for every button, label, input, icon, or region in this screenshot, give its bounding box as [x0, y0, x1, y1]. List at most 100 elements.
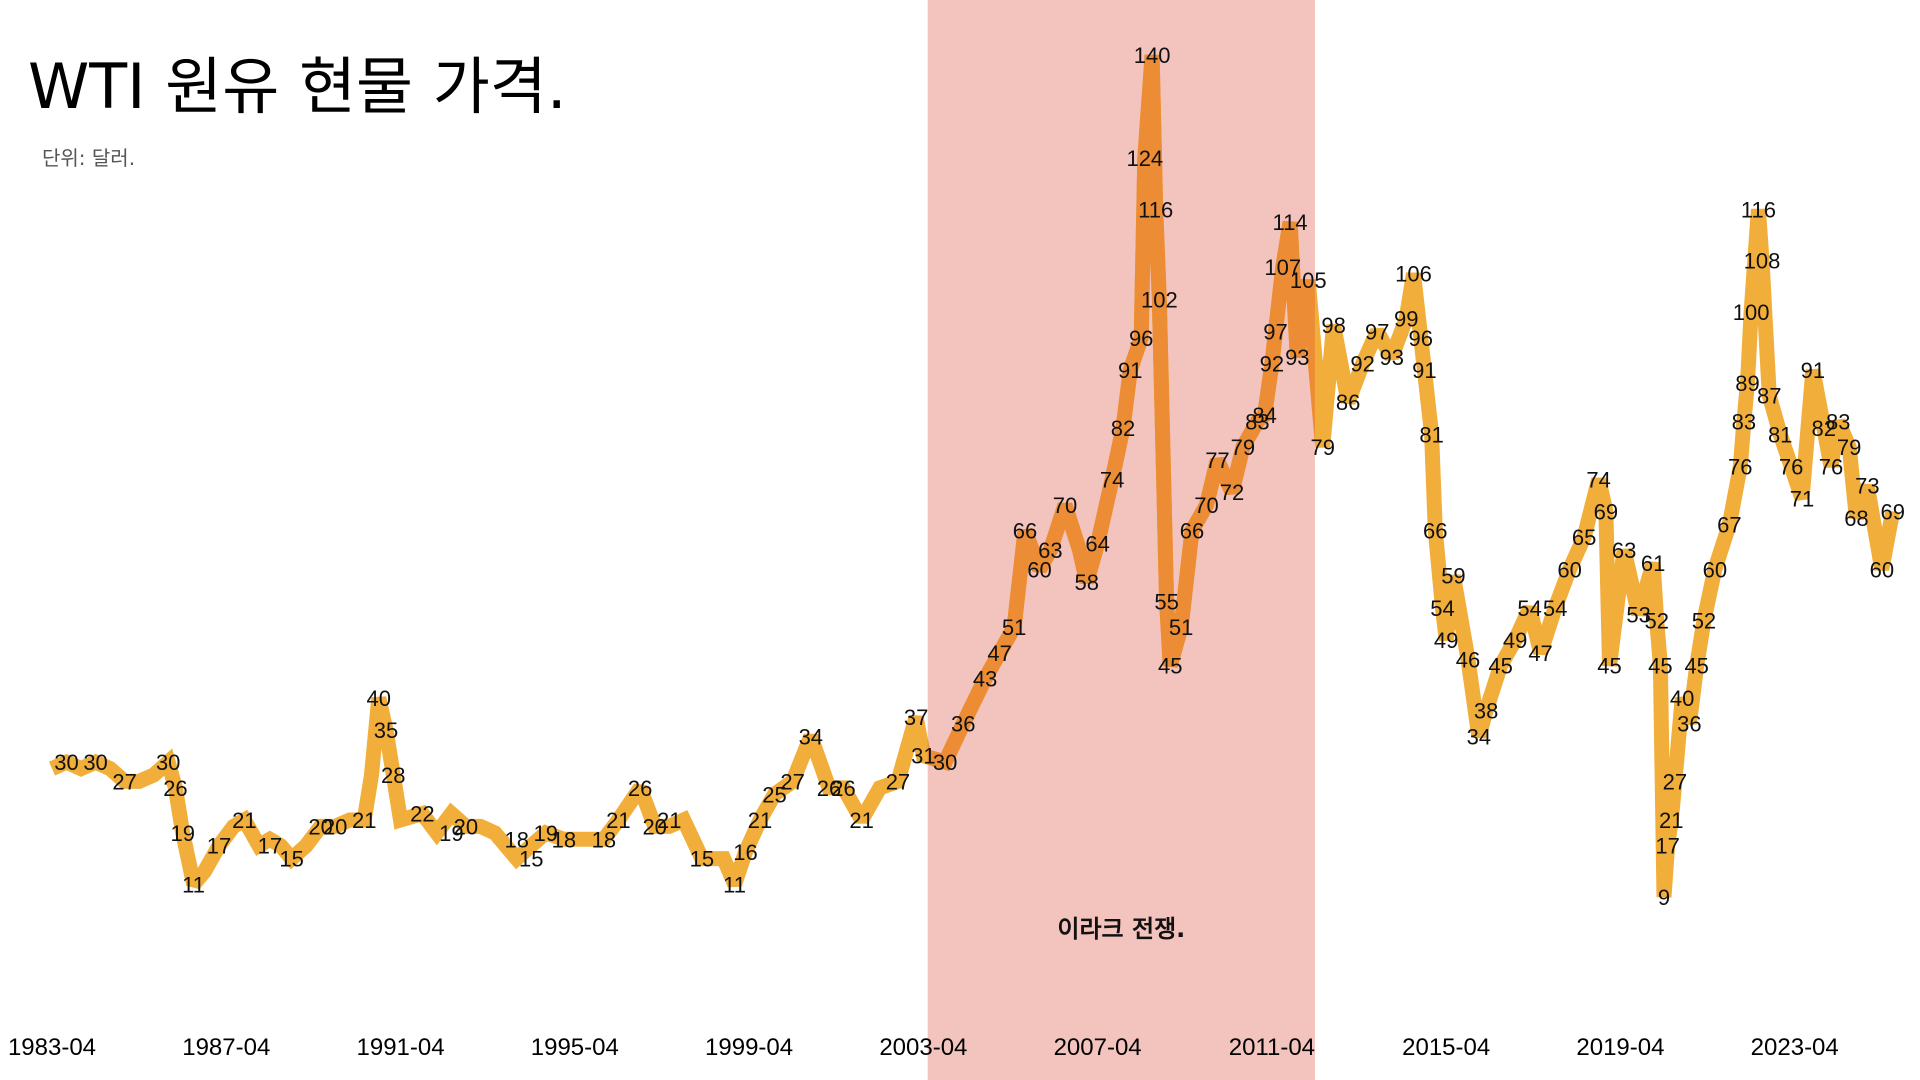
data-label: 38 [1474, 699, 1498, 724]
data-label: 22 [410, 802, 434, 827]
data-label: 15 [279, 847, 303, 872]
data-label: 140 [1134, 43, 1171, 68]
data-label: 15 [690, 847, 714, 872]
data-label: 106 [1395, 262, 1432, 287]
data-label: 54 [1517, 596, 1541, 621]
data-label: 60 [1703, 557, 1727, 582]
data-label: 100 [1733, 300, 1770, 325]
data-label: 65 [1572, 525, 1596, 550]
data-label: 74 [1100, 467, 1124, 492]
data-label: 45 [1597, 654, 1621, 679]
data-label: 108 [1744, 249, 1781, 274]
data-label: 60 [1557, 557, 1581, 582]
data-label: 91 [1412, 358, 1436, 383]
data-label: 54 [1543, 596, 1567, 621]
data-label: 81 [1419, 422, 1443, 447]
data-label: 70 [1194, 493, 1218, 518]
data-label: 84 [1252, 403, 1276, 428]
data-label: 86 [1336, 390, 1360, 415]
x-axis-ticks: 1983-04 1987-04 1991-04 1995-04 1999-04 2003-… [8, 1034, 1839, 1061]
x-tick-label: 2007-04 [1054, 1034, 1142, 1061]
data-label: 20 [308, 814, 332, 839]
x-tick-label: 2011-04 [1229, 1034, 1315, 1061]
data-label: 18 [552, 827, 576, 852]
data-label: 58 [1074, 570, 1098, 595]
data-label: 36 [951, 712, 975, 737]
data-label: 20 [323, 814, 347, 839]
data-label: 30 [156, 750, 180, 775]
data-label: 64 [1085, 532, 1109, 557]
data-label: 19 [170, 821, 194, 846]
data-label: 21 [352, 808, 376, 833]
data-label: 21 [849, 808, 873, 833]
data-label: 43 [973, 667, 997, 692]
data-label: 27 [1663, 769, 1687, 794]
data-label: 9 [1658, 885, 1670, 910]
data-label: 21 [1659, 808, 1683, 833]
data-label: 31 [911, 744, 935, 769]
data-label: 11 [182, 872, 205, 897]
x-tick-label: 1991-04 [357, 1034, 445, 1061]
data-label: 82 [1812, 416, 1836, 441]
data-label: 79 [1231, 435, 1255, 460]
data-label: 98 [1321, 313, 1345, 338]
data-label: 47 [987, 641, 1011, 666]
data-label: 71 [1790, 487, 1814, 512]
data-label: 81 [1768, 422, 1792, 447]
data-label: 66 [1423, 519, 1447, 544]
data-label: 96 [1409, 326, 1433, 351]
data-label: 74 [1586, 467, 1610, 492]
data-label: 26 [628, 776, 652, 801]
data-label: 26 [831, 776, 855, 801]
data-label: 66 [1180, 519, 1204, 544]
x-tick-label: 1999-04 [705, 1034, 793, 1061]
data-label: 37 [904, 705, 928, 730]
data-label: 114 [1273, 210, 1308, 235]
data-label: 102 [1141, 287, 1178, 312]
data-label: 45 [1684, 654, 1708, 679]
data-label: 28 [381, 763, 405, 788]
data-label: 61 [1641, 551, 1665, 576]
data-label: 51 [1169, 615, 1193, 640]
data-label: 76 [1779, 454, 1803, 479]
data-label: 77 [1205, 448, 1229, 473]
data-label: 21 [232, 808, 256, 833]
data-label: 11 [723, 872, 746, 897]
data-label: 69 [1880, 499, 1904, 524]
data-label: 19 [534, 821, 558, 846]
data-label: 89 [1735, 371, 1759, 396]
x-tick-label: 1983-04 [8, 1034, 96, 1061]
data-label: 83 [1245, 409, 1269, 434]
data-label: 27 [886, 769, 910, 794]
data-label: 27 [780, 769, 804, 794]
data-label: 116 [1741, 197, 1776, 222]
data-label: 27 [112, 769, 136, 794]
data-label: 60 [1027, 557, 1051, 582]
war-period-band: 이라크 전쟁. [927, 0, 1315, 1080]
data-label: 116 [1138, 197, 1173, 222]
data-label: 63 [1038, 538, 1062, 563]
data-label: 40 [367, 686, 391, 711]
price-line [48, 54, 1901, 898]
data-label: 40 [1670, 686, 1694, 711]
data-label: 30 [83, 750, 107, 775]
x-tick-label: 2003-04 [879, 1034, 967, 1061]
data-label: 72 [1220, 480, 1244, 505]
x-tick-label: 2015-04 [1402, 1034, 1490, 1061]
data-label: 66 [1013, 519, 1037, 544]
data-label: 79 [1310, 435, 1334, 460]
data-label: 92 [1350, 352, 1374, 377]
data-label: 54 [1430, 596, 1454, 621]
data-label: 97 [1365, 319, 1389, 344]
data-label: 30 [933, 750, 957, 775]
data-label: 15 [519, 847, 543, 872]
data-label: 49 [1434, 628, 1458, 653]
data-label: 20 [642, 814, 666, 839]
data-label: 67 [1717, 512, 1741, 537]
data-label: 17 [258, 834, 282, 859]
data-label: 55 [1154, 589, 1178, 614]
data-label: 73 [1855, 474, 1879, 499]
x-tick-label: 1995-04 [531, 1034, 619, 1061]
data-label: 76 [1819, 454, 1843, 479]
x-tick-label: 2023-04 [1751, 1034, 1839, 1061]
